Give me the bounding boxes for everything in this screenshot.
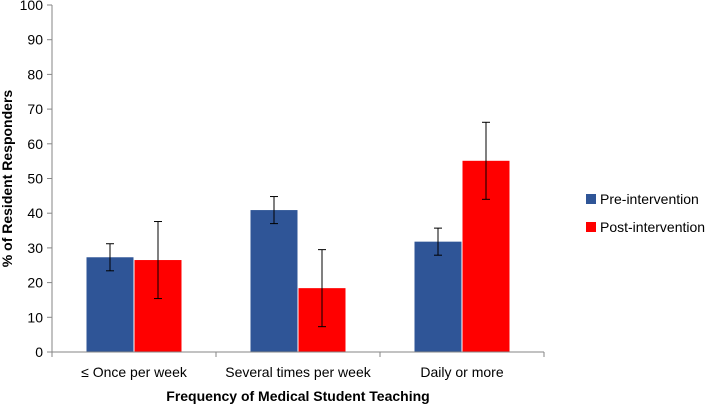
- category-label: Several times per week: [225, 364, 372, 380]
- y-tick-label: 70: [27, 101, 43, 117]
- legend-swatch: [586, 194, 596, 204]
- bar-pre-intervention: [86, 257, 134, 352]
- bars: [86, 160, 510, 352]
- y-tick-label: 90: [27, 32, 43, 48]
- y-tick-label: 10: [27, 309, 43, 325]
- y-tick-label: 100: [20, 0, 44, 13]
- y-tick-label: 60: [27, 136, 43, 152]
- error-bars: [106, 121, 490, 328]
- legend: Pre-intervention Post-intervention: [586, 191, 705, 235]
- legend-swatch: [586, 222, 596, 232]
- legend-label: Pre-intervention: [600, 191, 699, 207]
- bar-pre-intervention: [414, 241, 462, 352]
- category-label: ≤ Once per week: [81, 364, 188, 380]
- category-labels: ≤ Once per week Several times per week Dai…: [51, 352, 545, 380]
- legend-label: Post-intervention: [600, 219, 705, 235]
- y-axis-ticks: 0 10 20 30 40 50 60 70 80 90 100: [20, 0, 52, 360]
- y-tick-label: 30: [27, 240, 43, 256]
- x-axis-title: Frequency of Medical Student Teaching: [166, 388, 429, 404]
- y-tick-label: 50: [27, 171, 43, 187]
- bar-pre-intervention: [250, 210, 298, 352]
- y-tick-label: 40: [27, 205, 43, 221]
- category-label: Daily or more: [420, 364, 503, 380]
- y-axis-title: % of Resident Responders: [0, 90, 15, 268]
- y-tick-label: 80: [27, 66, 43, 82]
- y-tick-label: 20: [27, 275, 43, 291]
- y-tick-label: 0: [35, 344, 43, 360]
